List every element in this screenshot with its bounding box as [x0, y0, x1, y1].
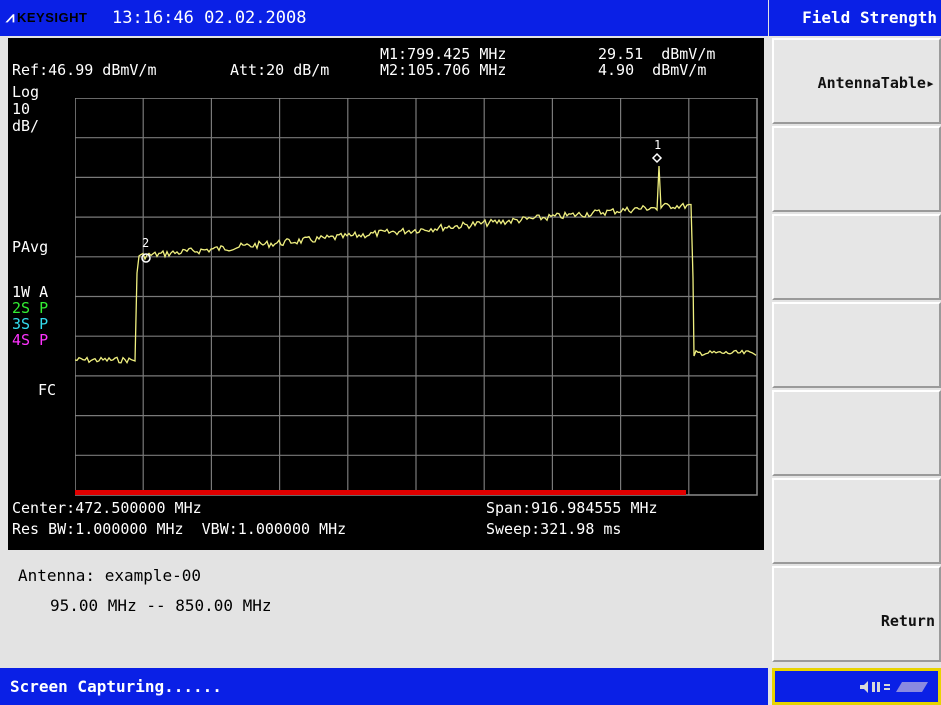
marker-2[interactable]: 2: [141, 236, 151, 263]
softkey-3[interactable]: [772, 214, 941, 300]
status-text: Screen Capturing......: [10, 677, 222, 696]
softkey-6[interactable]: [772, 478, 941, 564]
antenna-range: 95.00 MHz -- 850.00 MHz: [50, 596, 272, 615]
trace-1-line: [75, 165, 757, 365]
marker1-value: 29.51 dBmV/m: [598, 45, 716, 63]
marker-1-diamond: [651, 152, 663, 164]
top-bar: [0, 0, 768, 36]
info-panel: [8, 552, 764, 658]
softkey-antenna-table[interactable]: AntennaTable▸: [772, 38, 941, 124]
fc-indicator: FC: [38, 381, 57, 399]
ref-level: Ref:46.99 dBmV/m: [12, 61, 157, 79]
analyzer-screen: [8, 38, 764, 550]
status-bar: [0, 668, 768, 705]
keysight-wave-icon: ⩘: [6, 9, 15, 26]
marker2-freq: M2:105.706 MHz: [380, 61, 507, 79]
marker-1[interactable]: 1: [651, 138, 663, 164]
softkey-return[interactable]: Return: [772, 566, 941, 662]
center-freq: Center:472.500000 MHz: [12, 499, 202, 517]
graticule: 1 2: [75, 98, 758, 496]
marker1-freq: M1:799.425 MHz: [380, 45, 507, 63]
trace-1-status: 1W A: [12, 283, 49, 301]
sweep-time: Sweep:321.98 ms: [486, 520, 622, 538]
trace-3-status: 3S P: [12, 315, 49, 333]
menu-title: Field Strength: [769, 0, 941, 36]
antenna-name: Antenna: example-00: [18, 566, 202, 585]
softkey-label: Return: [880, 612, 935, 630]
resolution-bandwidth: Res BW:1.000000 MHz VBW:1.000000 MHz: [12, 520, 347, 538]
softkey-2[interactable]: [772, 126, 941, 212]
scale-unit: dB/: [12, 117, 40, 135]
scale-type: Log: [12, 83, 40, 101]
softkey-5[interactable]: [772, 390, 941, 476]
brand-name: KEYSIGHT: [16, 10, 88, 25]
speaker-battery-icon: [860, 681, 928, 693]
trace-4-status: 4S P: [12, 331, 49, 349]
softkey-4[interactable]: [772, 302, 941, 388]
attenuation: Att:20 dB/m: [230, 61, 330, 79]
brand-logo: ⩘ KEYSIGHT: [6, 9, 87, 26]
marker2-value: 4.90 dBmV/m: [598, 61, 707, 79]
sweep-progress-bar: [75, 490, 686, 495]
trace-2-status: 2S P: [12, 299, 49, 317]
datetime: 13:16:46 02.02.2008: [112, 8, 307, 28]
scale-value: 10: [12, 100, 31, 118]
span: Span:916.984555 MHz: [486, 499, 658, 517]
softkey-label: AntennaTable▸: [817, 74, 935, 92]
marker-1-label: 1: [654, 138, 661, 152]
marker-2-label: 2: [142, 236, 149, 250]
detector-mode: PAvg: [12, 238, 49, 256]
marker-2-circle: [141, 253, 151, 263]
